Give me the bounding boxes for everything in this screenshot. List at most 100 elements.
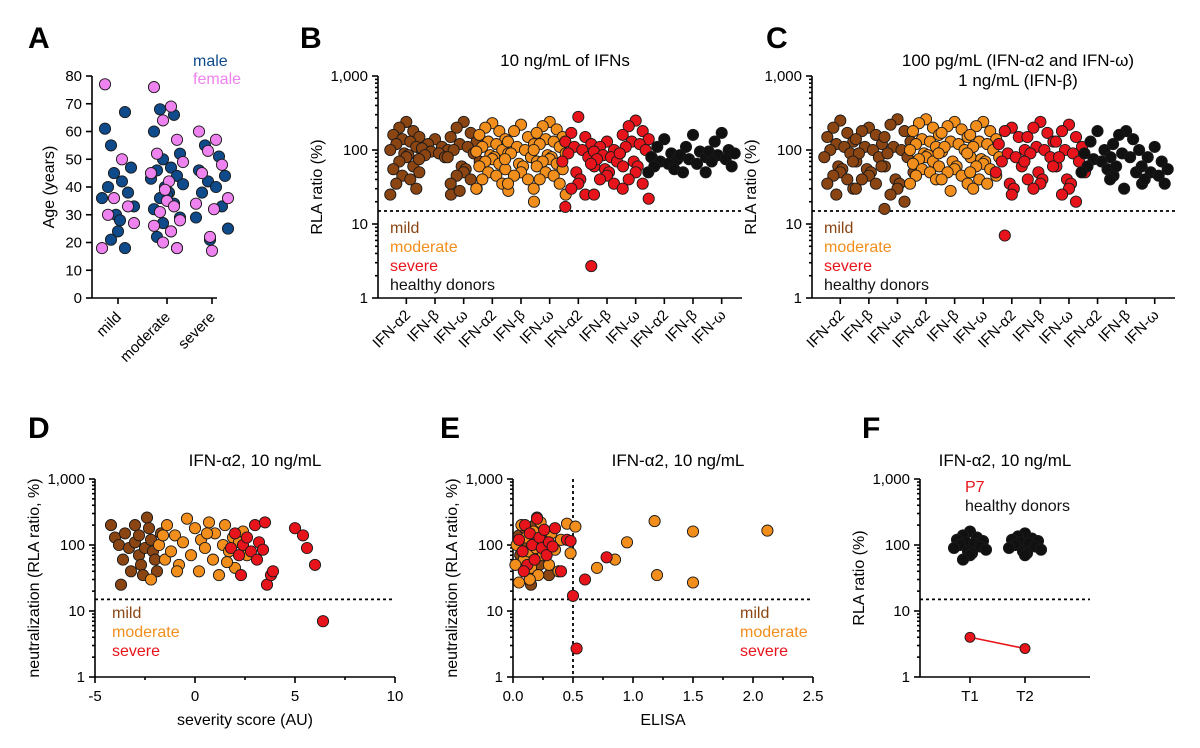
data-point	[1084, 135, 1097, 148]
legend-entry: healthy donors	[824, 277, 929, 294]
legend-entry: severe	[740, 643, 788, 660]
data-point	[964, 166, 977, 179]
mild-point	[124, 565, 138, 578]
data-point	[404, 173, 417, 186]
male-point	[113, 214, 127, 227]
male-point	[115, 175, 129, 188]
severe-point	[564, 534, 577, 548]
data-point	[849, 133, 862, 146]
legend-entry: mild	[112, 605, 141, 622]
legend-entry: moderate	[824, 239, 892, 256]
y-tick-label: 50	[65, 151, 82, 168]
data-point	[559, 200, 572, 213]
severe-point	[546, 540, 559, 553]
severe-point	[234, 569, 248, 582]
severe-point	[554, 565, 568, 578]
panel-title: IFN-α2, 10 ng/mL	[939, 451, 1072, 470]
data-point	[725, 160, 738, 173]
healthy-point	[1002, 541, 1016, 555]
severe-point	[570, 642, 583, 655]
data-point	[498, 153, 512, 166]
data-point	[728, 147, 741, 160]
male-point	[101, 180, 115, 194]
severe-point	[248, 519, 262, 532]
female-point	[98, 78, 112, 91]
y-tick-label: 80	[65, 68, 82, 85]
data-point	[584, 157, 598, 170]
female-point	[173, 214, 187, 227]
panel-title: IFN-α2, 10 ng/mL	[189, 451, 322, 470]
data-point	[530, 160, 543, 173]
data-point	[441, 151, 454, 164]
y-tick-label: 10	[486, 603, 503, 620]
data-point	[444, 130, 457, 144]
data-point	[821, 177, 834, 190]
data-point	[642, 166, 655, 179]
x-tick-label: T1	[961, 688, 979, 705]
data-point	[679, 140, 693, 153]
female-point	[170, 242, 184, 255]
data-point	[493, 125, 506, 138]
moderate-point	[523, 573, 536, 586]
severe-point	[300, 541, 314, 555]
data-point	[699, 166, 712, 179]
data-point	[998, 229, 1011, 242]
data-point	[932, 160, 946, 173]
moderate-point	[218, 519, 232, 532]
data-point	[1021, 173, 1034, 186]
x-tick-label: 1.5	[683, 688, 704, 705]
data-point	[878, 130, 891, 144]
moderate-point	[569, 520, 582, 533]
male-point	[209, 180, 223, 194]
female-point	[209, 133, 223, 146]
moderate-point	[192, 565, 206, 578]
data-point	[869, 177, 882, 190]
y-tick-label: 10	[65, 262, 82, 279]
male-point	[218, 169, 232, 182]
data-point	[1158, 177, 1171, 190]
data-point	[636, 125, 649, 138]
female-point	[156, 114, 170, 127]
moderate-point	[202, 516, 216, 529]
male-point	[153, 103, 167, 116]
female-point	[107, 192, 121, 205]
panel-letter: A	[28, 22, 50, 55]
x-axis-title: ELISA	[640, 712, 686, 729]
severe-point	[256, 543, 270, 556]
x-axis-title: severity score (AU)	[177, 712, 313, 729]
severe-point	[538, 523, 551, 536]
data-point	[444, 177, 457, 190]
legend-entry: moderate	[740, 624, 808, 641]
mild-point	[150, 565, 164, 578]
y-tick-label: 1	[360, 290, 368, 307]
x-tick-label: moderate	[117, 309, 174, 366]
data-point	[903, 143, 917, 157]
data-point	[387, 163, 400, 176]
data-point	[849, 182, 862, 195]
moderate-point	[198, 541, 212, 555]
data-point	[1027, 182, 1040, 195]
data-point	[1041, 126, 1054, 139]
female-point	[150, 147, 164, 160]
female-point	[176, 155, 190, 169]
female-point	[144, 167, 158, 180]
data-point	[830, 188, 843, 201]
male-point	[189, 211, 203, 224]
male-point	[111, 225, 125, 238]
data-point	[587, 188, 601, 201]
data-point	[1078, 147, 1091, 160]
data-point	[1021, 130, 1034, 144]
x-tick-label: 2.0	[743, 688, 764, 705]
data-point	[984, 125, 997, 138]
data-point	[622, 120, 635, 133]
data-point	[881, 147, 894, 160]
data-point	[708, 135, 721, 148]
y-tick-label: 1,000	[764, 68, 802, 85]
female-point	[170, 133, 184, 146]
y-axis-title: neutralization (RLA ratio, %)	[26, 478, 43, 677]
female-point	[147, 219, 161, 232]
male-point	[118, 242, 132, 255]
p7-line	[969, 636, 1026, 650]
data-point	[651, 140, 664, 153]
